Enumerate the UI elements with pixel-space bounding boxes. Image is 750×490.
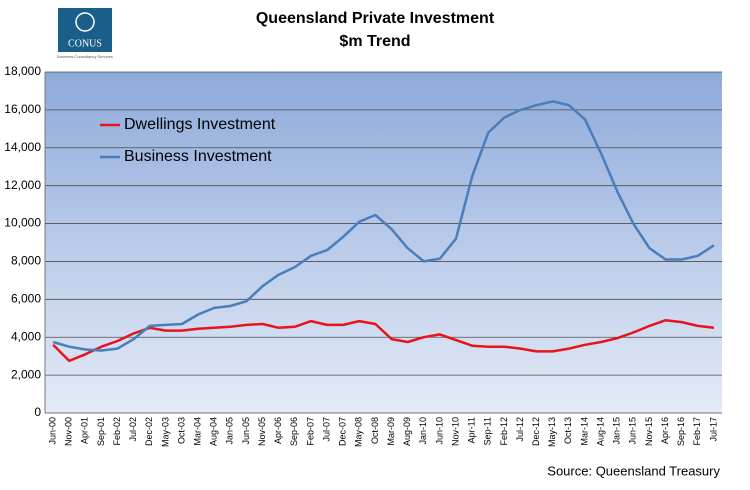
y-tick-label: 8,000 [11,254,41,268]
x-tick-label: Jan-10 [418,417,428,445]
x-tick-label: Feb-17 [692,417,702,446]
x-tick-label: Apr-11 [467,417,477,443]
x-tick-label: Nov-00 [64,417,74,446]
x-tick-label: Sep-11 [483,417,493,445]
x-tick-label: Jan-15 [612,417,622,445]
x-tick-label: Jul-12 [515,417,525,442]
x-tick-label: May-08 [354,417,364,447]
chart-title: Queensland Private Investment [256,10,495,27]
x-tick-label: Apr-16 [660,417,670,444]
x-tick-label: Jun-05 [241,417,251,445]
x-tick-label: Jun-15 [628,417,638,445]
x-tick-label: Oct-13 [563,417,573,444]
y-tick-label: 18,000 [4,64,41,78]
x-tick-label: Jan-05 [225,417,235,445]
x-tick-label: Jul-17 [708,417,718,442]
logo-icon [75,12,95,32]
data-line [52,100,715,352]
x-tick-label: Sep-06 [289,417,299,446]
plot-area [45,72,722,413]
y-tick-label: 14,000 [4,140,41,154]
x-tick-label: Oct-08 [370,417,380,444]
x-tick-label: Dec-07 [338,417,348,446]
x-tick-label: Jul-02 [128,417,138,442]
x-tick-label: Apr-06 [273,417,283,444]
chart-subtitle: $m Trend [339,33,410,50]
x-tick-label: Dec-02 [144,417,154,446]
x-tick-label: May-13 [547,417,557,447]
x-tick-label: Dec-12 [531,417,541,446]
y-tick-label: 16,000 [4,102,41,116]
x-tick-label: Nov-15 [644,417,654,446]
x-tick-label: Mar-04 [193,417,203,446]
logo-tagline: Business Consultancy Services [57,54,113,59]
y-tick-label: 12,000 [4,178,41,192]
legend-label: Dwellings Investment [124,116,276,133]
data-line [52,318,715,363]
x-tick-label: Sep-01 [96,417,106,446]
y-tick-label: 4,000 [11,329,41,343]
x-tick-label: Jun-00 [47,417,57,445]
x-tick-label: Nov-10 [450,417,460,446]
x-tick-label: Jul-07 [321,417,331,442]
x-tick-label: May-03 [160,417,170,447]
legend-label: Business Investment [124,148,272,165]
source-note: Source: Queensland Treasury [547,463,720,478]
y-tick-label: 0 [34,405,41,419]
logo: CONUS Business Consultancy Services [57,8,113,59]
x-tick-label: Jun-10 [434,417,444,445]
x-tick-label: Aug-04 [209,417,219,446]
y-tick-label: 2,000 [11,367,41,381]
x-tick-label: Aug-14 [595,417,605,446]
logo-name: CONUS [68,38,102,49]
x-tick-label: Apr-01 [80,417,90,444]
x-tick-label: Feb-02 [112,417,122,446]
x-tick-label: Aug-09 [402,417,412,446]
y-tick-label: 10,000 [4,216,41,230]
x-tick-label: Sep-16 [676,417,686,446]
x-tick-label: Mar-09 [386,417,396,446]
logo-box [58,8,112,52]
x-tick-label: Oct-03 [176,417,186,444]
y-tick-label: 6,000 [11,292,41,306]
x-tick-label: Feb-07 [305,417,315,446]
x-tick-label: Mar-14 [579,417,589,446]
x-tick-label: Nov-05 [257,417,267,446]
x-tick-label: Feb-12 [499,417,509,446]
